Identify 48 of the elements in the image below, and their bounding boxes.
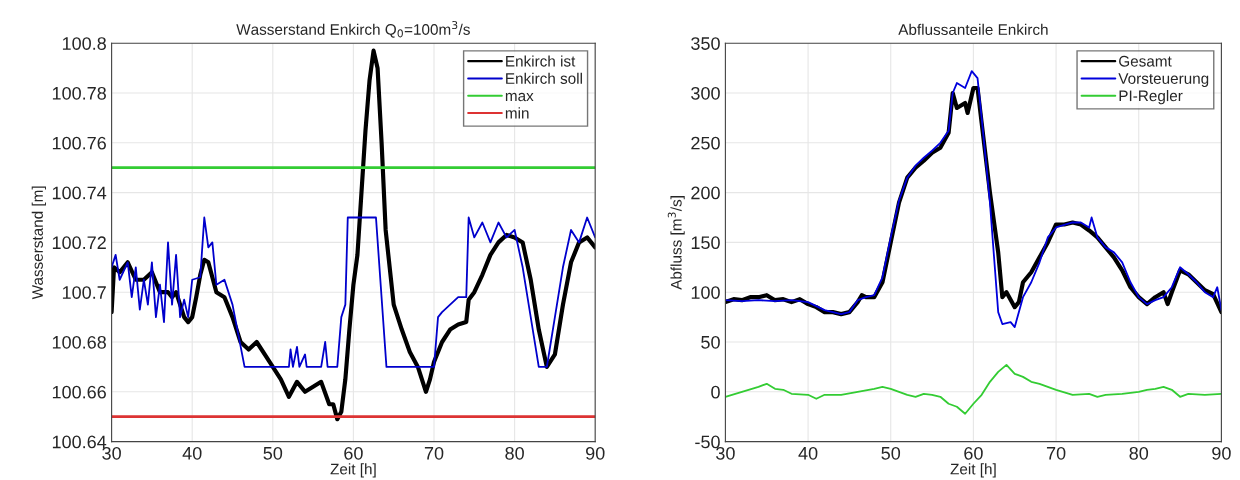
x-tick-label: 30	[102, 446, 121, 460]
y-axis-title: Abfluss [m$^{3}$/s]	[667, 196, 685, 290]
y-tick-label: 300	[691, 86, 720, 100]
y-tick-label: 100	[691, 286, 720, 299]
y-axis-title: Wasserstand [m]	[31, 186, 46, 300]
legend-label: PI-Regler	[1119, 90, 1183, 105]
y-tick-label: 150	[691, 236, 720, 250]
legend-label: Gesamt	[1119, 55, 1172, 67]
x-axis-title: Zeit [h]	[330, 463, 376, 478]
line-series	[111, 216, 596, 368]
line-series	[111, 48, 596, 422]
legend-label: max	[505, 92, 534, 102]
x-tick-label: 40	[182, 446, 202, 460]
x-tick-label: 60	[344, 446, 363, 460]
chart-title: Wasserstand Enkirch Q$_{0}$=100m$^{3}$/s	[236, 20, 470, 38]
line-series	[725, 364, 1222, 415]
legend-label: Enkirch ist	[506, 55, 576, 67]
y-tick-label: 100.7	[62, 286, 106, 299]
x-tick-label: 90	[1212, 446, 1231, 460]
legend-label: min	[505, 107, 529, 119]
y-tick-label: 100.8	[62, 37, 106, 50]
y-tick-label: 100.64	[52, 435, 107, 449]
y-tick-label: 100.76	[52, 136, 106, 150]
y-tick-label: 350	[691, 37, 720, 50]
y-tick-label: 250	[691, 136, 720, 150]
y-tick-label: 100.66	[52, 385, 106, 399]
y-tick-label: 200	[691, 186, 720, 200]
x-tick-label: 70	[1046, 446, 1066, 460]
x-tick-label: 60	[964, 446, 983, 460]
x-tick-label: 50	[881, 446, 901, 460]
chart-title: Abflussanteile Enkirch	[898, 23, 1048, 36]
y-tick-label: 100.74	[52, 186, 107, 200]
x-tick-label: 50	[263, 446, 283, 460]
x-tick-label: 70	[424, 446, 444, 460]
x-tick-label: 30	[716, 446, 735, 460]
x-tick-label: 80	[1129, 446, 1149, 460]
y-tick-label: -50	[695, 435, 720, 449]
y-tick-label: 100.68	[52, 335, 106, 349]
legend-label: Vorsteuerung	[1118, 73, 1209, 87]
x-tick-label: 80	[505, 446, 524, 460]
y-tick-label: 0	[711, 385, 720, 399]
x-tick-label: 40	[798, 446, 818, 460]
y-tick-label: 100.78	[52, 86, 106, 100]
x-tick-label: 90	[586, 446, 605, 460]
legend-label: Enkirch soll	[506, 72, 582, 84]
y-tick-label: 100.72	[52, 236, 106, 250]
y-tick-label: 50	[701, 335, 720, 349]
x-axis-title: Zeit [h]	[950, 463, 996, 478]
